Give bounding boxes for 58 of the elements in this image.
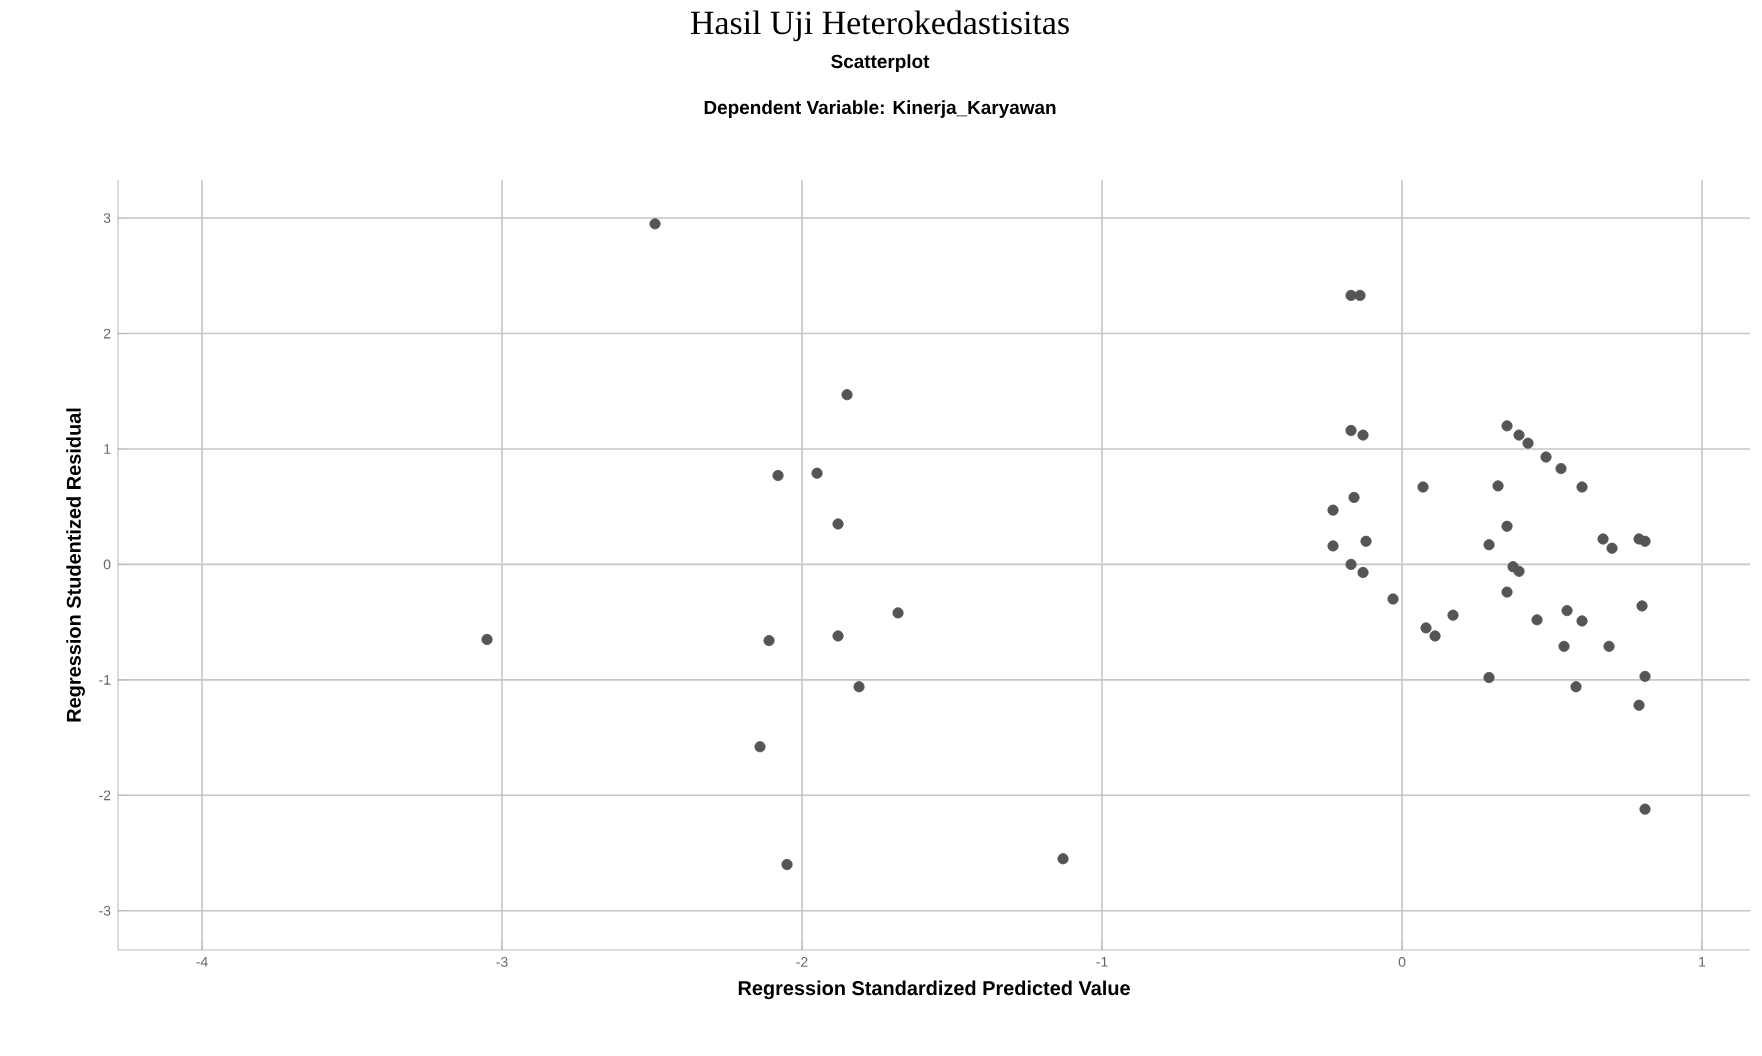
point (772, 469, 784, 482)
point (1483, 539, 1495, 551)
point (481, 633, 493, 646)
point (892, 607, 904, 619)
chart-title: Hasil Uji Heterokedastisitas (690, 10, 1069, 42)
point (763, 635, 775, 647)
point (1558, 640, 1570, 652)
point (1357, 566, 1369, 579)
point (1357, 429, 1369, 441)
point (1345, 558, 1357, 570)
point (1057, 853, 1069, 865)
point (649, 218, 661, 230)
point (1345, 424, 1357, 437)
point (1447, 609, 1459, 621)
point (1639, 670, 1651, 682)
point (1354, 289, 1366, 301)
point (1576, 481, 1588, 493)
point (811, 467, 823, 479)
y-axis-title: Regression Studentized Residual (66, 408, 85, 722)
point (1327, 540, 1339, 552)
point (1501, 420, 1513, 432)
point (1561, 604, 1573, 617)
point (1576, 615, 1588, 627)
point (754, 741, 766, 753)
point (1345, 289, 1357, 301)
point (832, 630, 844, 642)
point (1513, 565, 1525, 577)
point (1633, 699, 1645, 711)
point (853, 681, 865, 693)
point (1483, 671, 1495, 684)
point (1492, 480, 1504, 492)
point (1501, 520, 1513, 532)
point (1606, 542, 1618, 554)
point (1501, 586, 1513, 598)
point (841, 389, 853, 401)
point (1555, 462, 1567, 475)
point (781, 858, 793, 871)
point (832, 518, 844, 530)
point (1540, 451, 1552, 463)
point (1360, 535, 1372, 547)
point (1639, 535, 1651, 547)
point (1513, 429, 1525, 441)
point (1639, 803, 1651, 815)
point (1570, 681, 1582, 693)
point (1420, 622, 1432, 634)
point (1531, 614, 1543, 626)
point (1387, 593, 1399, 605)
point (1603, 640, 1615, 652)
point (1597, 533, 1609, 545)
point (1522, 437, 1534, 449)
text: Dependent Variable: Kinerja_Karyawan (704, 100, 1056, 118)
point (1636, 600, 1648, 612)
point (1417, 481, 1429, 493)
point (1429, 630, 1441, 642)
x-axis-title: Regression Standardized Predicted Value (738, 980, 1130, 1000)
chart-subtitle: Scatterplot (831, 54, 930, 72)
point (1327, 504, 1339, 516)
point (1348, 491, 1360, 504)
